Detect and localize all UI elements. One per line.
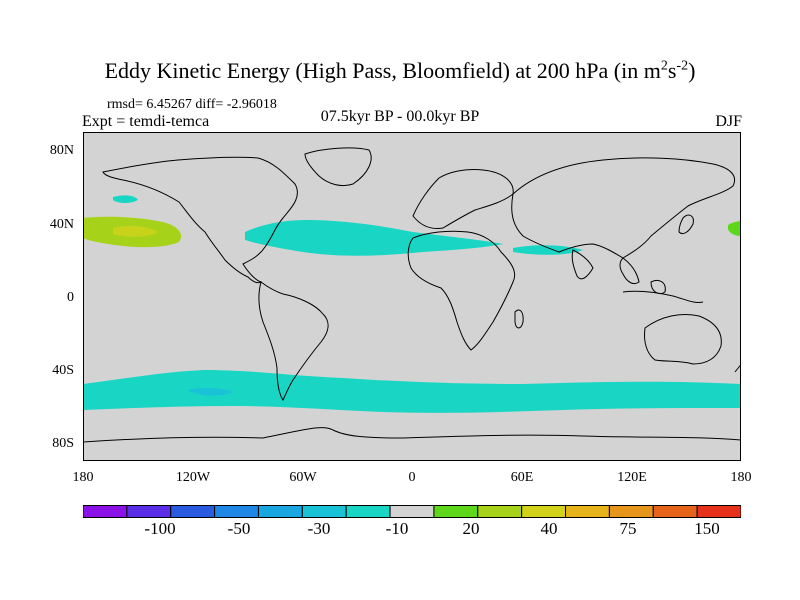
coast-new-zealand: [734, 363, 741, 373]
coast-indonesia: [622, 290, 704, 303]
north-pacific-core: [113, 225, 158, 237]
colorbar-swatch: [608, 505, 654, 518]
coastlines: [83, 147, 741, 443]
colorbar-swatch: [433, 505, 479, 518]
colorbar-swatch: [521, 505, 567, 518]
colorbar-swatch: [389, 505, 435, 518]
east-edge-green-patch: [728, 221, 741, 236]
coast-japan: [678, 214, 694, 235]
lon-label-120w: 120W: [175, 470, 211, 485]
lat-label-40n: 40N: [49, 217, 74, 232]
lon-label-60e: 60E: [510, 470, 534, 485]
coast-madagascar: [514, 309, 524, 329]
coast-africa: [407, 230, 516, 351]
lat-label-80s: 80S: [52, 436, 74, 451]
colorbar-label: -100: [144, 519, 176, 538]
colorbar: [83, 505, 741, 518]
lon-label-60w: 60W: [289, 470, 317, 485]
coast-north-america: [102, 156, 298, 284]
lon-label-0: 0: [408, 470, 416, 485]
anomaly-fills: [83, 195, 741, 413]
colorbar-swatch: [652, 505, 698, 518]
colorbar-label: 20: [462, 519, 480, 538]
lat-label-0: 0: [67, 290, 74, 305]
colorbar-swatch: [214, 505, 259, 518]
lon-label-120e: 120E: [617, 470, 647, 485]
northern-teal-band: [245, 220, 503, 256]
world-map: [83, 132, 741, 461]
lon-label-180w: 180: [72, 470, 94, 485]
lon-label-180e: 180: [730, 470, 752, 485]
colorbar-swatch: [565, 505, 610, 518]
coast-borneo: [650, 279, 666, 295]
coast-southeast-asia: [619, 257, 640, 285]
lat-label-40s: 40S: [52, 363, 74, 378]
colorbar-swatch: [345, 505, 391, 518]
colorbar-label: -30: [307, 519, 331, 538]
colorbar-swatch: [170, 505, 216, 518]
colorbar-label: 150: [694, 519, 720, 538]
southern-teal-band: [83, 370, 741, 413]
colorbar-label: -50: [227, 519, 251, 538]
coast-australia: [644, 314, 722, 365]
map-frame: [83, 132, 741, 461]
southern-cyan-patch: [188, 387, 233, 396]
colorbar-label: -10: [385, 519, 409, 538]
colorbar-swatch: [477, 505, 523, 518]
coast-india: [571, 249, 594, 280]
lat-label-80n: 80N: [49, 143, 74, 158]
pacific-teal-patch: [113, 195, 138, 203]
colorbar-swatch: [257, 505, 303, 518]
coast-greenland: [304, 147, 372, 187]
colorbar-swatch: [83, 505, 128, 518]
chart-title: Eddy Kinetic Energy (High Pass, Bloomfie…: [104, 58, 696, 83]
asia-teal-patch: [513, 245, 583, 255]
colorbar-swatch: [301, 505, 347, 518]
experiment-label: Expt = temdi-temca: [82, 113, 210, 130]
stats-text: rmsd= 6.45267 diff= -2.96018: [107, 97, 277, 112]
colorbar-label: 40: [540, 519, 558, 538]
season-label: DJF: [715, 113, 742, 130]
coast-south-america: [258, 281, 329, 401]
coast-asia: [511, 157, 736, 259]
coast-antarctica: [83, 427, 741, 443]
colorbar-swatch: [696, 505, 741, 518]
period-label: 07.5kyr BP - 00.0kyr BP: [320, 108, 480, 125]
colorbar-swatch: [126, 505, 172, 518]
colorbar-label: 75: [619, 519, 637, 538]
